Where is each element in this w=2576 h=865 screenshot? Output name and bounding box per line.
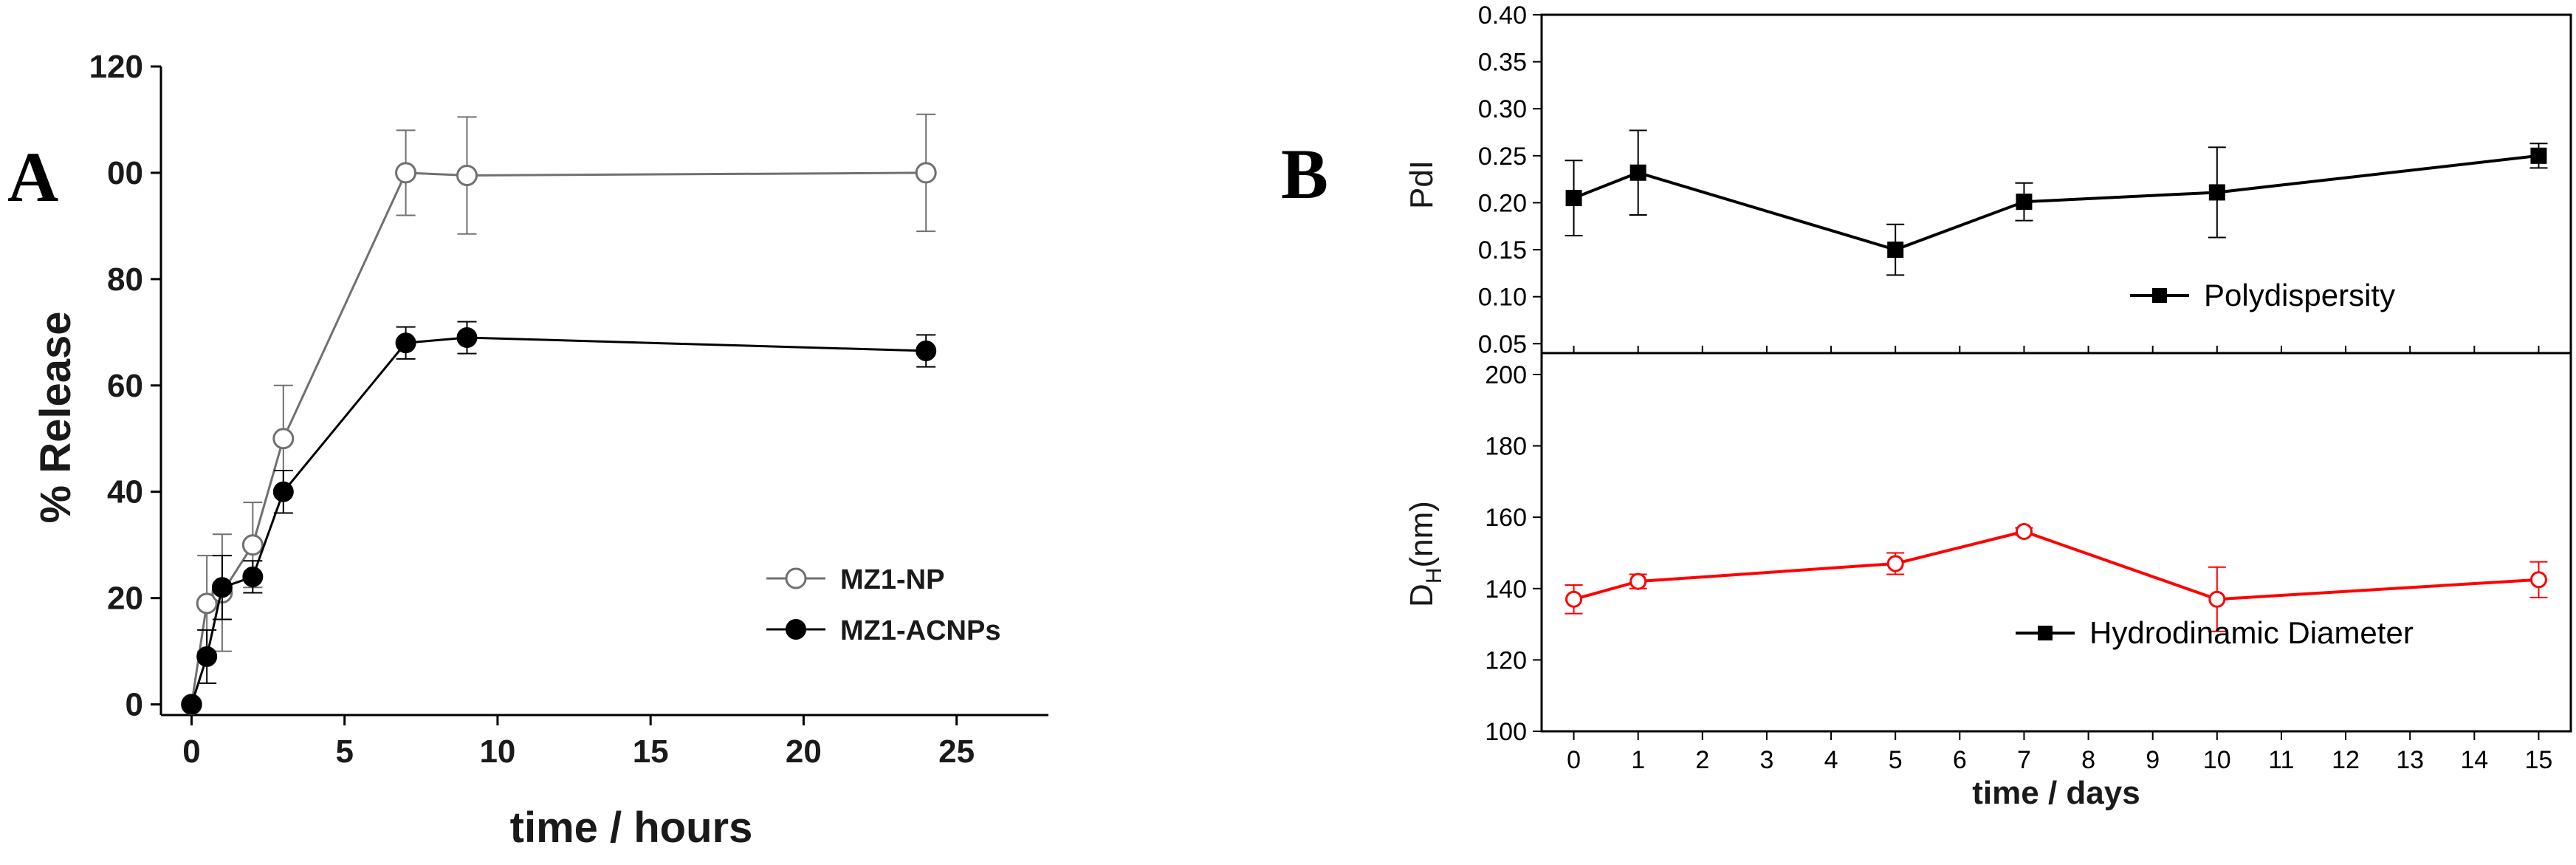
x-tick-label: 6: [1953, 746, 1967, 774]
x-tick-label: 5: [1889, 746, 1903, 774]
x-tick-label: 2: [1695, 746, 1709, 774]
plot-frame: [1540, 13, 2572, 355]
data-point-mz1-np: [915, 162, 937, 184]
data-point-mz1-np: [196, 592, 218, 615]
y-tick-label: 200: [1485, 361, 1527, 389]
x-axis-label: time / hours: [510, 804, 753, 852]
y-axis-label-base: D: [1404, 584, 1440, 607]
data-point-mz1-acnps: [395, 332, 416, 354]
x-tick-label: 15: [2525, 746, 2553, 774]
series-line-polydispersity: [1573, 154, 2539, 252]
data-point-hydrodinamic-diameter: [2015, 523, 2033, 541]
data-point-polydispersity: [2208, 184, 2225, 201]
panel-label-a: A: [7, 137, 58, 216]
data-point-mz1-acnps: [456, 327, 478, 349]
x-tick-label: 3: [1759, 746, 1773, 774]
y-tick-label: 0.20: [1478, 189, 1527, 217]
x-tick-label: 0: [1567, 746, 1581, 774]
data-point-mz1-np: [272, 428, 295, 450]
data-point-mz1-acnps: [272, 481, 294, 502]
y-tick-label: 0.35: [1478, 49, 1527, 77]
x-tick-label: 1: [1631, 746, 1645, 774]
x-tick-label: 12: [2332, 746, 2360, 774]
legend-marker-hydrodinamic-diameter: [2038, 626, 2053, 640]
y-tick-label: 160: [1485, 504, 1527, 532]
y-axis-label: % Release: [32, 312, 80, 524]
y-tick-label: 00: [107, 155, 143, 191]
chart-a-release-profile: 0 20 40 60 80 00 120 0 5 10 15 20 25 time / hours % Re…: [32, 49, 1048, 852]
x-tick-label: 14: [2460, 746, 2488, 774]
x-axis-label: time / days: [1972, 775, 2140, 811]
y-tick-label: 0.30: [1478, 95, 1527, 123]
data-point-polydispersity: [1565, 190, 1582, 207]
y-tick-label: 120: [1485, 646, 1527, 674]
plot-frame: [1540, 352, 2572, 733]
y-axis-label-unit: (nm): [1404, 501, 1440, 567]
data-point-polydispersity: [1629, 164, 1646, 181]
legend-marker-mz1-acnps: [786, 619, 806, 640]
y-axis-label-subscript: H: [1422, 567, 1446, 584]
x-tick-label: 10: [2203, 746, 2231, 774]
data-point-mz1-acnps: [211, 577, 233, 598]
y-tick-label: 0: [126, 687, 143, 723]
x-tick-label: 9: [2146, 746, 2160, 774]
series-line-mz1-acnps: [190, 336, 927, 705]
x-tick-label: 7: [2017, 746, 2031, 774]
y-tick-label: 120: [89, 49, 143, 85]
data-point-hydrodinamic-diameter: [1565, 590, 1583, 608]
y-tick-label: 0.40: [1478, 1, 1527, 30]
data-point-polydispersity: [2016, 194, 2033, 211]
y-axis-label: DH(nm): [1404, 501, 1446, 607]
y-tick-label: 0.10: [1478, 284, 1527, 312]
y-tick-label: 40: [107, 474, 143, 510]
y-tick-label: 0.15: [1478, 236, 1527, 264]
y-tick-label: 0.05: [1478, 330, 1527, 358]
data-point-hydrodinamic-diameter: [1886, 555, 1904, 572]
series-line-mz1-np: [190, 171, 927, 705]
x-tick-label: 15: [633, 734, 669, 770]
y-axis-label: PdI: [1404, 160, 1440, 209]
data-point-mz1-np: [395, 162, 417, 184]
data-point-hydrodinamic-diameter: [2529, 571, 2547, 589]
data-point-polydispersity: [1887, 242, 1904, 259]
legend-marker-polydispersity: [2152, 288, 2167, 303]
x-tick-label: 11: [2268, 746, 2294, 774]
y-tick-label: 0.25: [1478, 143, 1527, 171]
panel-label-b: B: [1281, 134, 1328, 213]
chart-b-polydispersity: 0.05 0.10 0.15 0.20 0.25 0.30 0.35 0.40 PdI Polyd…: [1404, 1, 2572, 358]
x-tick-label: 13: [2396, 746, 2424, 774]
data-point-mz1-acnps: [181, 694, 202, 715]
data-point-mz1-np: [241, 534, 264, 556]
y-tick-label: 80: [107, 261, 143, 298]
data-point-mz1-np: [456, 165, 478, 187]
x-tick-label: 8: [2081, 746, 2095, 774]
y-tick-label: 20: [107, 581, 143, 617]
x-tick-label: 20: [786, 734, 822, 770]
data-point-mz1-acnps: [242, 566, 264, 587]
x-tick-label: 25: [938, 734, 975, 770]
y-tick-label: 180: [1485, 433, 1527, 461]
x-tick-label: 10: [479, 734, 515, 770]
legend-label-polydispersity: Polydispersity: [2204, 278, 2395, 312]
legend-label-hydrodinamic-diameter: Hydrodinamic Diameter: [2089, 615, 2414, 650]
x-tick-label: 4: [1824, 746, 1838, 774]
data-point-mz1-acnps: [916, 341, 937, 362]
y-tick-label: 100: [1485, 718, 1527, 746]
y-tick-label: 60: [107, 368, 143, 404]
data-point-hydrodinamic-diameter: [2208, 590, 2226, 608]
data-point-polydispersity: [2530, 147, 2547, 164]
series-line-hydrodinamic-diameter: [1573, 530, 2539, 601]
y-tick-label: 140: [1485, 575, 1527, 604]
legend-label-mz1-np: MZ1-NP: [840, 564, 944, 595]
x-tick-label: 0: [182, 734, 200, 770]
legend-marker-mz1-np: [785, 567, 807, 589]
data-point-mz1-acnps: [196, 646, 218, 667]
x-tick-label: 5: [335, 734, 353, 770]
legend-label-mz1-acnps: MZ1-ACNPs: [840, 615, 1000, 646]
data-point-hydrodinamic-diameter: [1629, 572, 1647, 590]
